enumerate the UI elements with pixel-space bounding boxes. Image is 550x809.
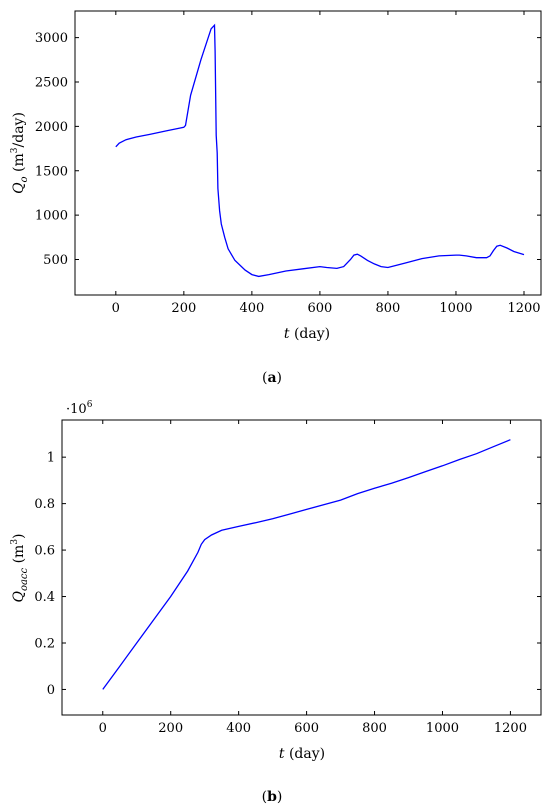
- x-tick-label: 200: [158, 721, 183, 736]
- chart-b-x-ticks: 0 200 400 600 800 1000 1200: [99, 420, 527, 736]
- x-tick-label: 1000: [439, 301, 472, 316]
- x-tick-label: 0: [99, 721, 107, 736]
- x-tick-label: 400: [239, 301, 264, 316]
- y-tick-label: 0: [47, 683, 55, 698]
- y-tick-label: 500: [43, 253, 68, 268]
- y-tick-label: 3000: [35, 31, 68, 46]
- chart-b-x-axis-label: t (day): [279, 746, 325, 762]
- y-tick-label: 0.6: [34, 544, 55, 559]
- chart-b-exponent-label: ·106: [66, 400, 93, 417]
- x-tick-label: 600: [294, 721, 319, 736]
- y-tick-label: 2500: [35, 76, 68, 91]
- chart-a-frame: [74, 10, 542, 296]
- y-tick-label: 0.2: [34, 636, 55, 651]
- x-tick-label: 0: [112, 301, 120, 316]
- chart-a-series-line: [115, 23, 525, 278]
- y-tick-label: 1000: [35, 209, 68, 224]
- y-tick-label: 2000: [35, 120, 68, 135]
- chart-b-caption: (b): [262, 789, 283, 805]
- x-tick-label: 200: [171, 301, 196, 316]
- chart-a-y-ticks: 500 1000 1500 2000 2500 3000: [35, 31, 541, 268]
- y-tick-label: 1: [47, 451, 55, 466]
- chart-b: 0 200 400 600 800 1000 1200 0 0.2 0.4 0.6 0.8 1 ·10…: [10, 400, 542, 805]
- chart-a: 0 200 400 600 800 1000 1200 500 1000 1500 2000 250…: [10, 10, 542, 386]
- y-tick-label: 1500: [35, 164, 68, 179]
- chart-a-x-axis-label: t (day): [284, 326, 330, 342]
- x-tick-label: 1200: [494, 721, 527, 736]
- chart-a-caption: (a): [262, 370, 282, 386]
- x-tick-label: 800: [362, 721, 387, 736]
- x-tick-label: 1000: [426, 721, 459, 736]
- chart-b-series-line: [102, 439, 511, 690]
- chart-a-y-axis-label: Qo (m3/day): [10, 112, 30, 194]
- chart-a-x-ticks: 0 200 400 600 800 1000 1200: [112, 11, 541, 316]
- chart-b-frame: [61, 419, 542, 716]
- y-tick-label: 0.4: [34, 590, 55, 605]
- x-tick-label: 600: [307, 301, 332, 316]
- chart-b-y-axis-label: Qoacc (m3): [10, 533, 30, 602]
- y-tick-label: 0.8: [34, 497, 55, 512]
- chart-b-y-ticks: 0 0.2 0.4 0.6 0.8 1: [34, 451, 541, 698]
- x-tick-label: 400: [226, 721, 251, 736]
- x-tick-label: 800: [376, 301, 401, 316]
- x-tick-label: 1200: [507, 301, 540, 316]
